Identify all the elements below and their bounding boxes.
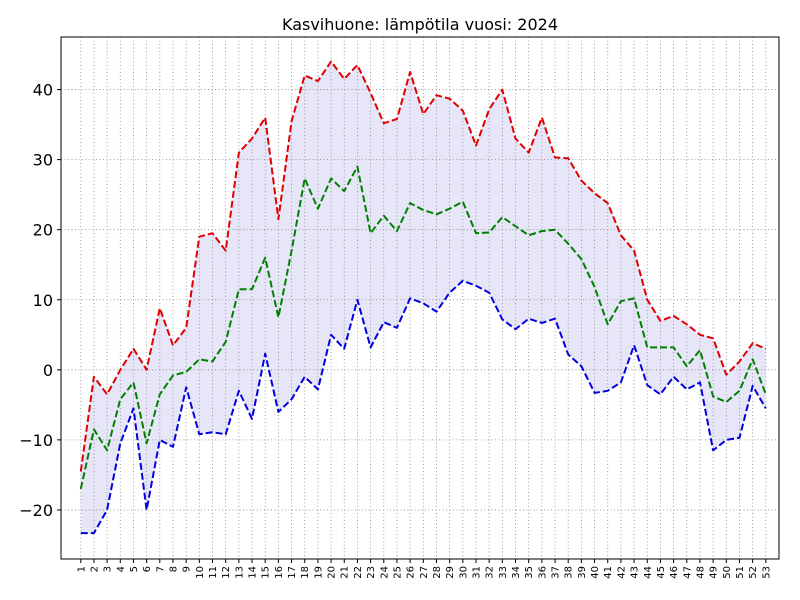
x-tick-label: 30 <box>458 566 469 579</box>
x-tick-label: 46 <box>669 566 680 579</box>
y-tick-label: 0 <box>43 361 53 380</box>
x-tick-label: 9 <box>182 566 193 572</box>
x-tick-label: 16 <box>274 566 285 579</box>
x-tick-label: 12 <box>221 566 232 579</box>
x-tick-label: 47 <box>682 566 693 579</box>
x-tick-label: 48 <box>695 566 706 579</box>
x-tick-label: 51 <box>735 566 746 579</box>
y-tick-label: −10 <box>19 431 53 450</box>
y-tick-label: 30 <box>33 151 53 170</box>
x-tick-label: 49 <box>709 566 720 579</box>
y-tick-label: 40 <box>33 81 53 100</box>
x-tick-label: 5 <box>129 566 140 572</box>
y-tick-label: 20 <box>33 221 53 240</box>
x-tick-label: 36 <box>537 566 548 579</box>
x-tick-label: 38 <box>564 566 575 579</box>
x-tick-label: 10 <box>195 566 206 579</box>
x-tick-label: 35 <box>524 566 535 579</box>
x-tick-label: 21 <box>340 566 351 579</box>
x-tick-label: 8 <box>168 566 179 572</box>
plot-frame <box>60 36 780 560</box>
y-axis: −20 −10 0 10 20 30 40 <box>19 81 61 520</box>
x-tick-label: 14 <box>248 566 259 579</box>
x-axis: 1 2 3 4 5 6 7 8 9 10 11 12 13 14 15 16 17 18 19 20 21 22 23 24 2… <box>76 559 772 579</box>
x-tick-label: 17 <box>287 566 298 579</box>
x-tick-label: 20 <box>327 566 338 579</box>
x-tick-label: 43 <box>630 566 641 579</box>
x-tick-label: 37 <box>551 566 562 579</box>
series-lines <box>79 60 767 535</box>
grid-lines <box>61 37 779 559</box>
x-tick-label: 28 <box>432 566 443 579</box>
x-tick-label: 22 <box>353 566 364 579</box>
x-tick-label: 29 <box>445 566 456 579</box>
x-tick-label: 13 <box>234 566 245 579</box>
x-tick-label: 18 <box>300 566 311 579</box>
x-tick-label: 6 <box>142 566 153 572</box>
x-tick-label: 26 <box>406 566 417 579</box>
x-tick-label: 27 <box>419 566 430 579</box>
x-tick-label: 19 <box>313 566 324 579</box>
series-line-min <box>80 279 767 535</box>
x-tick-label: 25 <box>392 566 403 579</box>
x-tick-label: 3 <box>103 566 114 572</box>
x-tick-label: 2 <box>89 566 100 572</box>
x-tick-label: 1 <box>76 566 87 572</box>
y-tick-label: 10 <box>33 291 53 310</box>
x-tick-label: 23 <box>366 566 377 579</box>
series-line-max <box>79 60 767 472</box>
x-tick-label: 50 <box>722 566 733 579</box>
x-tick-label: 39 <box>577 566 588 579</box>
x-tick-label: 24 <box>379 566 390 579</box>
series-line-mid <box>79 165 767 490</box>
x-tick-label: 53 <box>761 566 772 579</box>
x-tick-label: 15 <box>261 566 272 579</box>
x-tick-label: 11 <box>208 566 219 579</box>
chart-title: Kasvihuone: lämpötila vuosi: 2024 <box>282 15 558 34</box>
x-tick-label: 34 <box>511 566 522 579</box>
x-tick-label: 4 <box>116 566 127 572</box>
x-tick-label: 7 <box>155 566 166 572</box>
x-tick-label: 40 <box>590 566 601 579</box>
x-tick-label: 32 <box>485 566 496 579</box>
x-tick-label: 45 <box>656 566 667 579</box>
y-tick-label: −20 <box>19 501 53 520</box>
x-tick-label: 41 <box>603 566 614 579</box>
x-tick-label: 42 <box>616 566 627 579</box>
x-tick-label: 44 <box>643 566 654 579</box>
x-tick-label: 33 <box>498 566 509 579</box>
x-tick-label: 31 <box>471 566 482 579</box>
x-tick-label: 52 <box>748 566 759 579</box>
